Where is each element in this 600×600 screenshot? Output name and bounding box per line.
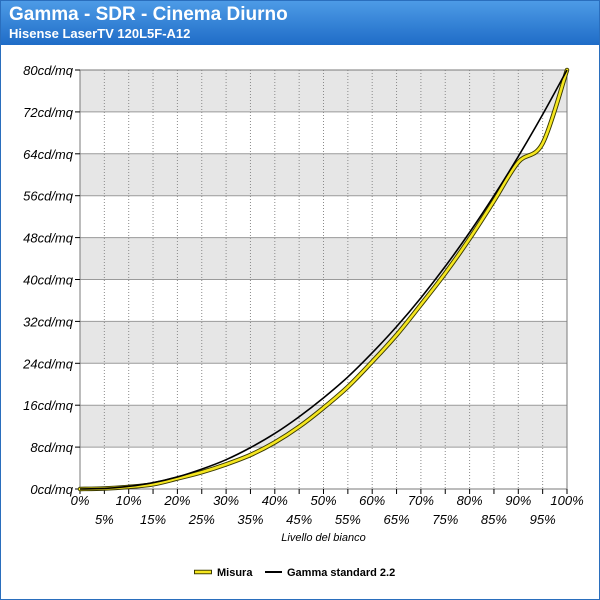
x-tick-label: 20% [163,493,190,508]
y-tick-label: 56cd/mq [23,189,74,204]
x-tick-label: 10% [116,493,142,508]
x-tick-label: 0% [71,493,90,508]
y-tick-label: 0cd/mq [30,482,73,497]
y-tick-label: 48cd/mq [23,231,74,246]
y-tick-label: 40cd/mq [23,273,74,288]
x-tick-label: 25% [188,512,215,527]
y-tick-label: 32cd/mq [23,314,74,329]
y-tick-label: 80cd/mq [23,63,74,78]
legend-gamma-label: Gamma standard 2.2 [287,567,395,579]
x-tick-label: 90% [505,493,531,508]
y-tick-label: 24cd/mq [22,356,74,371]
x-tick-label: 30% [213,493,239,508]
x-tick-label: 70% [408,493,434,508]
x-tick-label: 75% [432,512,458,527]
x-tick-label: 55% [335,512,361,527]
grid-band [80,321,567,364]
x-tick-label: 60% [359,493,385,508]
legend: Misura Gamma standard 2.2 [194,567,395,579]
grid-band [80,405,567,448]
x-tick-label: 85% [481,512,507,527]
x-tick-label: 5% [95,512,114,527]
x-tick-label: 50% [310,493,336,508]
y-tick-label: 8cd/mq [30,440,73,455]
chart-header: Gamma - SDR - Cinema Diurno Hisense Lase… [1,1,599,45]
legend-misura-label: Misura [217,567,253,579]
x-tick-label: 65% [384,512,410,527]
y-tick-label: 16cd/mq [23,398,74,413]
x-tick-label: 95% [530,512,556,527]
y-tick-label: 72cd/mq [23,105,74,120]
x-tick-label: 100% [550,493,583,508]
x-tick-label: 45% [286,512,312,527]
chart-subtitle: Hisense LaserTV 120L5F-A12 [9,26,191,41]
x-tick-label: 80% [457,493,483,508]
x-tick-label: 35% [237,512,263,527]
chart-title: Gamma - SDR - Cinema Diurno [9,4,288,25]
x-axis-title: Livello del bianco [281,532,365,544]
grid-band [80,237,567,280]
y-tick-label: 64cd/mq [23,147,74,162]
x-tick-label: 15% [140,512,166,527]
x-tick-label: 40% [262,493,288,508]
